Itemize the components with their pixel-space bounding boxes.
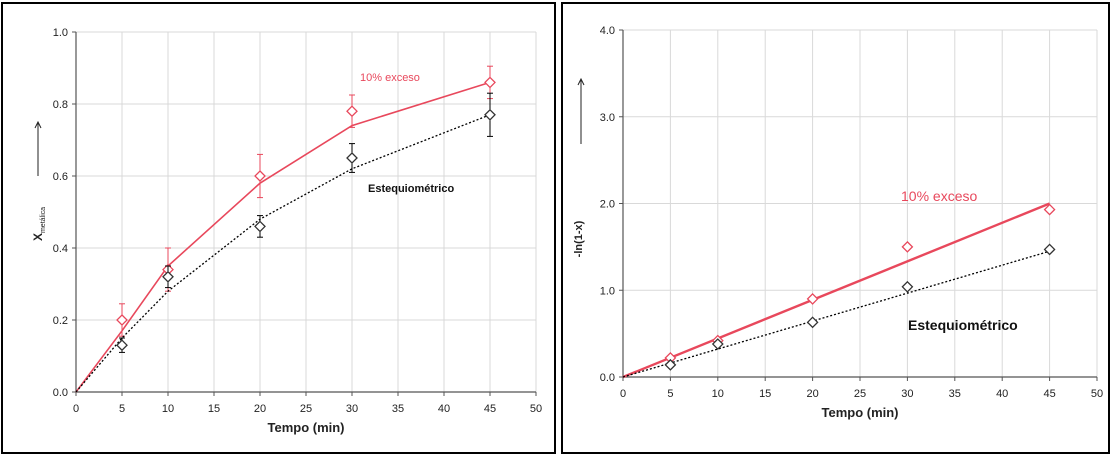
chart-1-y-axis-arrow-head [577, 77, 585, 86]
chart-1-x-tick-label: 25 [854, 388, 866, 400]
chart-1-series-1-point [1043, 243, 1056, 256]
chart-0-series-1-point [484, 108, 496, 121]
chart-1-series-0-label: 10% exceso [901, 188, 977, 204]
chart-1-x-tick-label: 10 [712, 388, 724, 400]
chart-0-x-tick-label: 45 [484, 403, 496, 415]
chart-0-x-axis-label: Tempo (min) [267, 420, 344, 435]
chart-1-series-0-point [1043, 203, 1056, 216]
chart-panel-left: 0 5 10 15 20 25 30 35 40 45 50 0.0 0.2 0.4 0.6 0.8 1.0 Te… [1, 2, 556, 454]
chart-1-x-tick-label: 40 [996, 388, 1008, 400]
chart-1-y-tick-label: 1.0 [600, 285, 615, 297]
chart-0-y-tick-label: 0.4 [53, 243, 68, 255]
chart-0-series-1-label: Estequiométrico [368, 183, 454, 195]
chart-0-x-tick-label: 20 [254, 403, 266, 415]
chart-1-series-1-point [806, 316, 819, 329]
chart-0-y-axis-label-group: Xmetálica [31, 207, 47, 241]
chart-1-x-tick-label: 45 [1043, 388, 1055, 400]
chart-0-series-1-point [162, 270, 174, 283]
chart-1-series-0-point [806, 293, 819, 305]
chart-0-x-tick-label: 50 [530, 403, 542, 415]
chart-0-series-1-point [346, 152, 358, 164]
chart-0-x-tick-label: 0 [73, 403, 79, 415]
chart-1-series-1-point [664, 358, 677, 371]
chart-0-x-tick-label: 25 [300, 403, 312, 415]
chart-1-y-axis-label: -ln(1-x) [573, 220, 585, 257]
chart-0-x-tick-label: 30 [346, 403, 358, 415]
chart-left: 0 5 10 15 20 25 30 35 40 45 50 0.0 0.2 0.4 0.6 0.8 1.0 Te… [31, 27, 542, 435]
chart-1-y-tick-label: 3.0 [600, 112, 615, 124]
chart-1-y-tick-label: 2.0 [600, 199, 615, 211]
chart-1-x-tick-label: 20 [806, 388, 818, 400]
chart-1-y-tick-label: 0.0 [600, 372, 615, 384]
chart-1-x-tick-label: 35 [949, 388, 961, 400]
chart-1-series-0-line [622, 202, 1051, 379]
chart-0-series-0-point [116, 314, 128, 326]
chart-0-x-tick-label: 15 [208, 403, 220, 415]
chart-1-series-1-point [901, 280, 914, 293]
chart-1-x-tick-label: 50 [1091, 388, 1103, 400]
chart-0-series-0-label: 10% exceso [360, 72, 420, 84]
chart-0-y-tick-label: 0.8 [53, 99, 68, 111]
chart-panel-right: 0 5 10 15 20 25 30 35 40 45 50 0.0 1.0 2.0 3.0 4.0 Tempo… [561, 2, 1110, 454]
chart-0-y-tick-label: 0.6 [53, 171, 68, 183]
chart-1-series-1-point [711, 338, 724, 350]
chart-0-y-tick-label: 0.0 [53, 387, 68, 399]
chart-0-x-tick-label: 40 [438, 403, 450, 415]
chart-0-series-1-point [116, 339, 128, 352]
chart-0-series-1-point [254, 220, 266, 233]
chart-1-x-tick-label: 30 [901, 388, 913, 400]
chart-1-series-0-point [901, 240, 914, 253]
chart-0-y-axis-arrow-head [34, 120, 42, 129]
chart-0-series-0-line [75, 81, 491, 393]
chart-0-series-0-point [254, 170, 266, 182]
chart-0-y-tick-label: 0.2 [53, 315, 68, 327]
chart-right: 0 5 10 15 20 25 30 35 40 45 50 0.0 1.0 2.0 3.0 4.0 Tempo… [573, 25, 1103, 420]
chart-1-x-tick-label: 5 [667, 388, 673, 400]
chart-0-series-0-point [484, 76, 496, 89]
chart-0-x-tick-label: 5 [119, 403, 125, 415]
chart-0-y-tick-label: 1.0 [53, 27, 68, 39]
chart-0-y-axis-label: Xmetálica [31, 207, 47, 241]
chart-1-x-tick-label: 15 [759, 388, 771, 400]
chart-0-series-0-point [346, 105, 358, 118]
chart-0-x-tick-label: 10 [162, 403, 174, 415]
chart-1-x-axis-label: Tempo (min) [821, 405, 898, 420]
chart-1-y-tick-label: 4.0 [600, 25, 615, 37]
chart-1-series-1-label: Estequiométrico [908, 317, 1018, 333]
chart-1-y-axis-label-group: -ln(1-x) [573, 220, 585, 257]
chart-1-x-tick-label: 0 [620, 388, 626, 400]
chart-0-x-tick-label: 35 [392, 403, 404, 415]
